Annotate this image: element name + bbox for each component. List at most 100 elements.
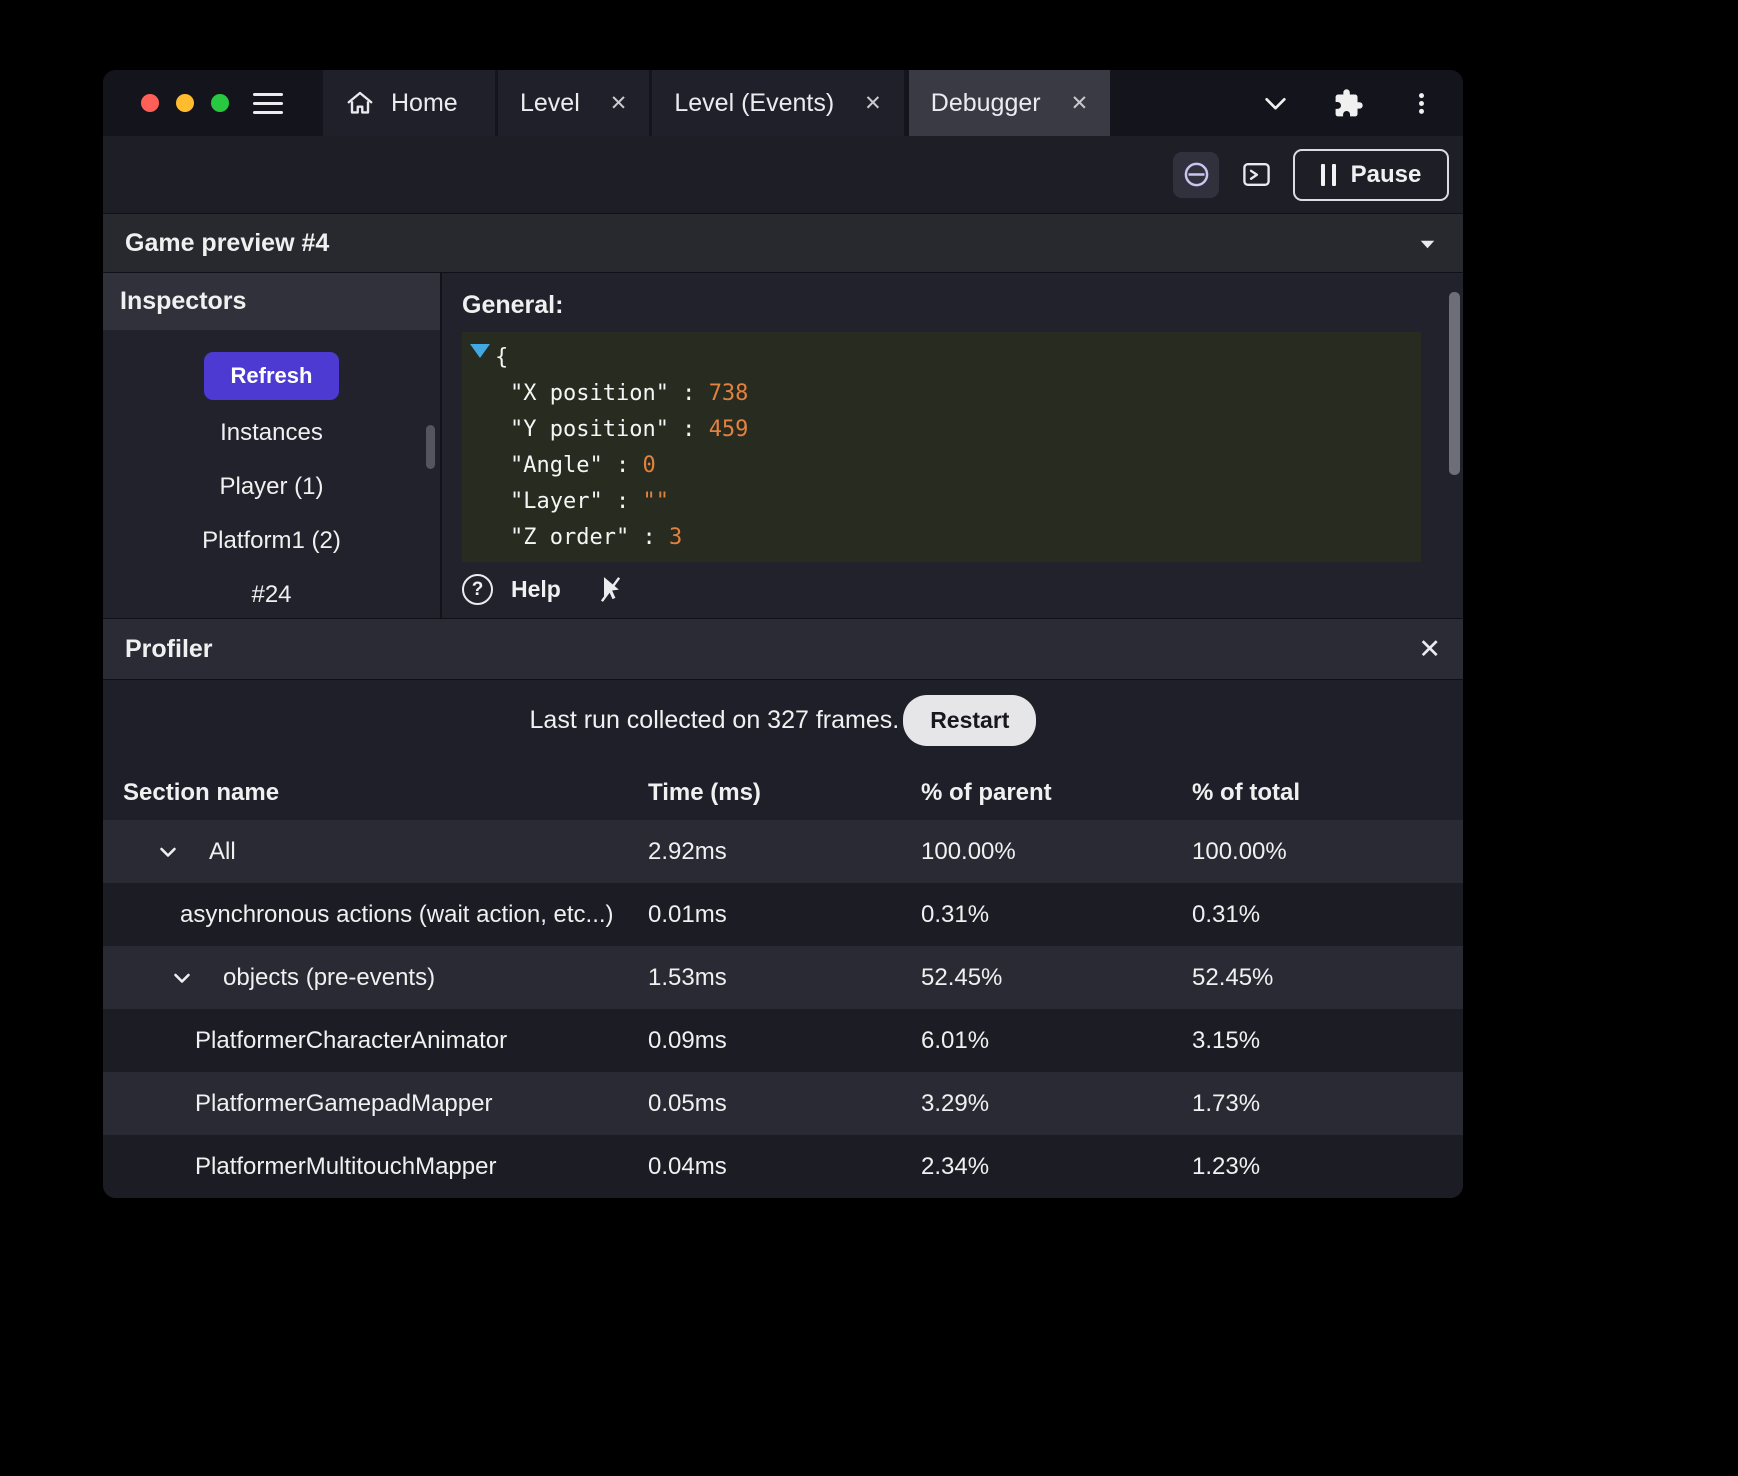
tab-label: Debugger [930, 88, 1041, 117]
console-toggle-icon[interactable] [1233, 152, 1279, 198]
tab-close-icon[interactable]: ✕ [1070, 91, 1089, 115]
section-name-cell: objects (pre-events) [103, 964, 648, 992]
debugger-window: Home Level ✕ Level (Events) ✕ Debugger ✕ [103, 70, 1463, 1198]
inspector-item[interactable]: Platform1 (2) [202, 527, 341, 554]
help-icon[interactable]: ? [462, 574, 493, 605]
inspectors-panel: Inspectors Refresh Instances Player (1) Pl… [103, 273, 442, 618]
tab-label: Level [520, 88, 580, 117]
tab-level-events[interactable]: Level (Events) ✕ [652, 70, 904, 136]
inspectors-header: Inspectors [103, 273, 440, 330]
titlebar: Home Level ✕ Level (Events) ✕ Debugger ✕ [103, 70, 1463, 136]
section-name-cell: PlatformerCharacterAnimator [103, 1027, 648, 1055]
main-menu-icon[interactable] [253, 92, 283, 114]
general-panel: General: { "X position" : 738 "Y position… [442, 273, 1463, 618]
collapse-caret-icon[interactable] [1414, 230, 1441, 257]
profiler-close-icon[interactable]: ✕ [1418, 633, 1441, 664]
column-time: Time (ms) [648, 778, 761, 806]
inspectors-title: Inspectors [120, 287, 247, 315]
section-name-label: asynchronous actions (wait action, etc..… [180, 900, 614, 928]
percent-parent-cell: 6.01% [921, 1026, 990, 1054]
time-cell: 1.53ms [648, 963, 727, 991]
help-label: Help [511, 576, 561, 602]
profiler-rows: All 2.92ms 100.00% 100.00% asynchronous acti… [103, 820, 1463, 1198]
tab-close-icon[interactable]: ✕ [864, 91, 882, 115]
profiler-row[interactable]: PlatformerCharacterAnimator 0.09ms 6.01% 3.… [103, 1009, 1463, 1072]
profiler-row[interactable]: PlatformerGamepadMapper 0.05ms 3.29% 1.73% [103, 1072, 1463, 1135]
inspectors-scrollbar[interactable] [426, 425, 435, 469]
zoom-window-button[interactable] [211, 94, 229, 112]
kebab-menu-icon[interactable] [1408, 88, 1435, 119]
percent-parent-cell: 0.31% [921, 900, 990, 928]
refresh-button[interactable]: Refresh [203, 352, 340, 400]
percent-total-cell: 3.15% [1192, 1026, 1261, 1054]
percent-total-cell: 1.23% [1192, 1152, 1261, 1180]
profiler-header: Profiler ✕ [103, 618, 1463, 680]
tab-label: Home [391, 88, 458, 117]
profiler-status-row: Last run collected on 327 frames. Restar… [103, 695, 1463, 746]
property-line: "X position" : 738 [510, 381, 749, 406]
inspector-item[interactable]: Instances [220, 419, 323, 446]
section-name-label: objects (pre-events) [223, 963, 436, 991]
debugger-toolbar: Pause [103, 136, 1463, 213]
tab-label: Level (Events) [674, 88, 835, 117]
properties-code-view: { "X position" : 738 "Y position" : 459 "A… [462, 332, 1421, 562]
section-name-label: All [209, 837, 236, 865]
percent-parent-cell: 100.00% [921, 837, 1016, 865]
property-line: "Layer" : "" [510, 489, 669, 514]
time-cell: 2.92ms [648, 837, 727, 865]
code-lines: "X position" : 738 "Y position" : 459 "Ang… [462, 376, 1421, 556]
profiler-toggle-icon[interactable] [1173, 151, 1219, 198]
section-name-cell: All [103, 838, 648, 866]
percent-parent-cell: 2.34% [921, 1152, 990, 1180]
inspector-item[interactable]: Player (1) [219, 473, 324, 500]
game-preview-title: Game preview #4 [125, 228, 330, 257]
profiler-row[interactable]: objects (pre-events) 1.53ms 52.45% 52.45% [103, 946, 1463, 1009]
property-line: "Angle" : 0 [510, 453, 656, 478]
chevron-down-icon[interactable] [155, 839, 181, 865]
inspector-split: Inspectors Refresh Instances Player (1) Pl… [103, 273, 1463, 618]
tab-home[interactable]: Home [323, 70, 495, 136]
tab-bar: Home Level ✕ Level (Events) ✕ Debugger ✕ [323, 70, 1113, 136]
open-brace-line: { [495, 345, 509, 370]
column-section-name: Section name [123, 778, 280, 806]
minimize-window-button[interactable] [176, 94, 194, 112]
profiler-status-text: Last run collected on 327 frames. [529, 706, 900, 734]
game-preview-header[interactable]: Game preview #4 [103, 213, 1463, 273]
pick-instance-disabled-icon[interactable] [593, 573, 626, 606]
help-row: ? Help [462, 573, 1421, 606]
pause-button[interactable]: Pause [1293, 148, 1449, 201]
section-name-cell: asynchronous actions (wait action, etc..… [103, 901, 648, 929]
inspector-item[interactable]: #24 [251, 581, 292, 608]
time-cell: 0.04ms [648, 1152, 727, 1180]
time-cell: 0.05ms [648, 1089, 727, 1117]
section-name-cell: PlatformerMultitouchMapper [103, 1153, 648, 1181]
extensions-puzzle-icon[interactable] [1333, 88, 1364, 119]
profiler-row[interactable]: All 2.92ms 100.00% 100.00% [103, 820, 1463, 883]
profiler-table-header: Section name Time (ms) % of parent % of … [103, 765, 1463, 820]
profiler-row[interactable]: asynchronous actions (wait action, etc..… [103, 883, 1463, 946]
profiler-row[interactable]: PlatformerMultitouchMapper 0.04ms 2.34% 1.2… [103, 1135, 1463, 1198]
property-line: "Z order" : 3 [510, 525, 683, 550]
percent-total-cell: 0.31% [1192, 900, 1261, 928]
chevron-down-icon[interactable] [1262, 91, 1289, 116]
property-line: "Y position" : 459 [510, 417, 749, 442]
tab-debugger[interactable]: Debugger ✕ [908, 70, 1111, 136]
expand-caret-icon[interactable] [470, 344, 490, 358]
general-scrollbar[interactable] [1449, 292, 1460, 475]
tab-level[interactable]: Level ✕ [498, 70, 650, 136]
section-name-cell: PlatformerGamepadMapper [103, 1090, 648, 1118]
section-name-label: PlatformerGamepadMapper [195, 1089, 493, 1117]
time-cell: 0.09ms [648, 1026, 727, 1054]
pause-button-label: Pause [1350, 160, 1422, 188]
general-title: General: [462, 291, 564, 319]
percent-total-cell: 52.45% [1192, 963, 1274, 991]
restart-button[interactable]: Restart [903, 695, 1037, 746]
inspector-list: Instances Player (1) Platform1 (2) #24 [103, 406, 440, 622]
tab-close-icon[interactable]: ✕ [609, 91, 628, 115]
percent-total-cell: 1.73% [1192, 1089, 1261, 1117]
chevron-down-icon[interactable] [169, 965, 195, 991]
home-icon [347, 91, 373, 114]
column-percent-parent: % of parent [921, 778, 1052, 806]
close-window-button[interactable] [141, 94, 159, 112]
